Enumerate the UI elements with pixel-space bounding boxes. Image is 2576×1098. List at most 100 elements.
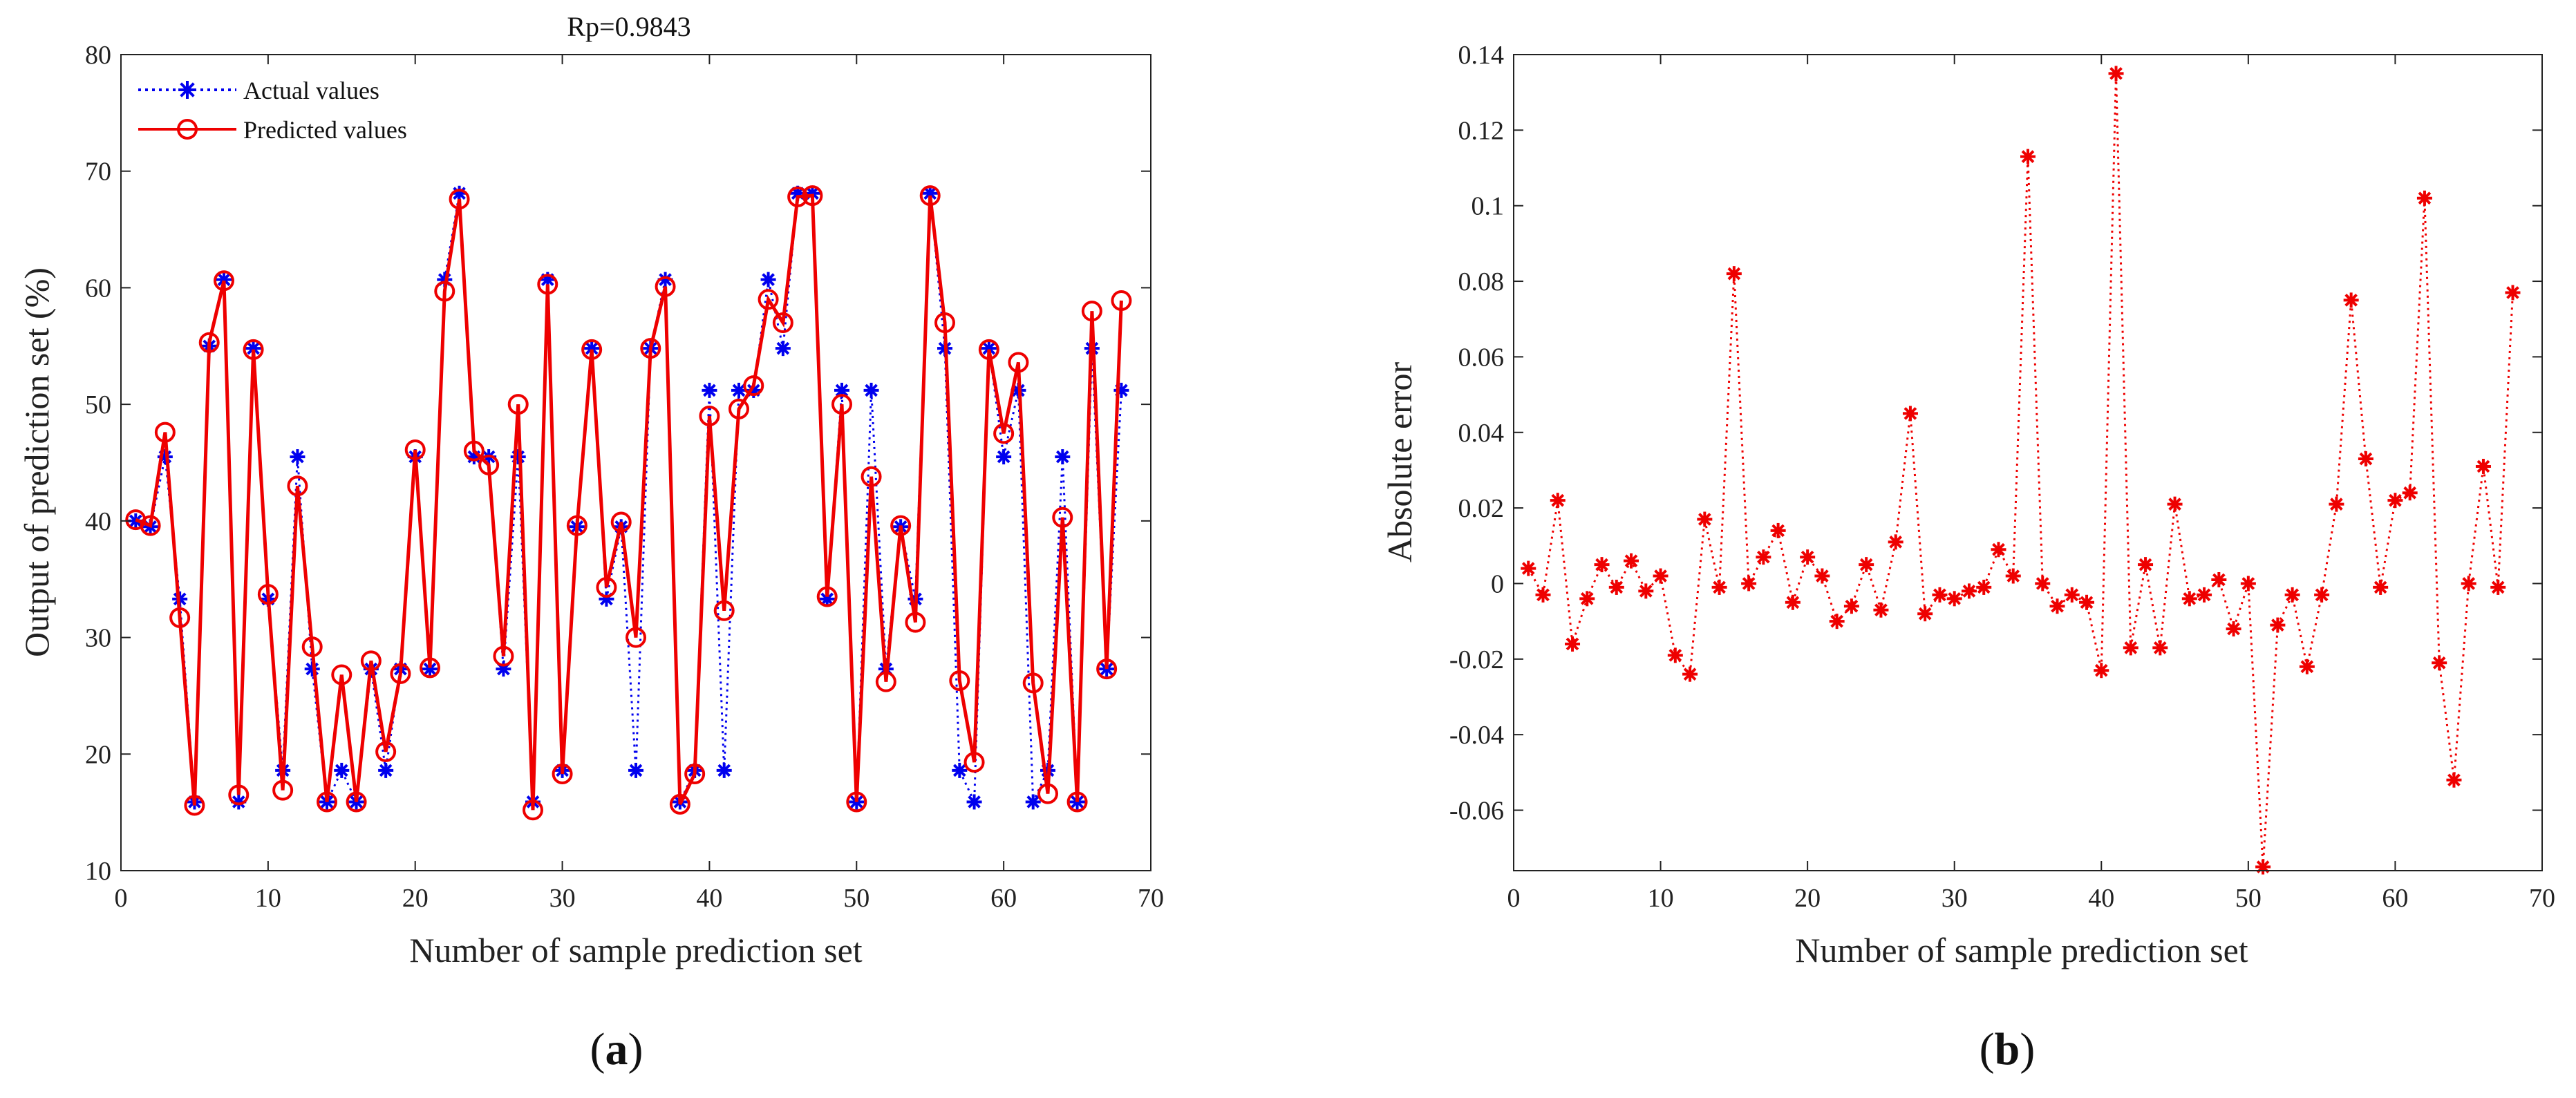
chart-a-predicted-values-point: [214, 270, 234, 292]
chart-a-y-tick-label: 60: [85, 274, 111, 303]
chart-b-absolute-error-point: [2020, 149, 2036, 164]
chart-a-y-axis-label: Output of prediction set (%): [17, 267, 56, 657]
chart-b-absolute-error-point: [1711, 579, 1727, 595]
chart-a-predicted-values-point: [831, 394, 852, 415]
chart-b-absolute-error-point: [1624, 553, 1639, 569]
chart-b-absolute-error-point: [2094, 663, 2109, 679]
chart-a-x-tick-label: 40: [696, 884, 722, 913]
chart-a-predicted-values-point: [1008, 352, 1029, 373]
legend-predicted-marker: [177, 119, 198, 140]
chart-b-ticks: 0 10 20 30 40 50 60 70 -0.06 -0.04 -0.02 0 0.02 0.04 0…: [1449, 41, 2555, 913]
chart-b-absolute-error-point: [2123, 640, 2138, 656]
chart-b-absolute-error-point: [2373, 579, 2389, 595]
chart-a-predicted-values-point: [184, 795, 205, 816]
chart-a-predicted-values-point: [478, 454, 500, 475]
chart-a-predicted-values-point: [154, 422, 176, 443]
chart-a-x-tick-label: 50: [843, 884, 869, 913]
chart-a-x-tick-label: 20: [402, 884, 429, 913]
chart-a-y-tick-label: 10: [85, 857, 111, 886]
chart-b-absolute-error-point: [2314, 587, 2330, 603]
chart-a-predicted-values-point: [846, 791, 867, 813]
chart-a-predicted-values-point: [743, 375, 764, 397]
chart-a-predicted-values-point: [816, 586, 838, 607]
chart-b-x-tick-label: 30: [1942, 884, 1968, 913]
chart-b-x-tick-label: 20: [1794, 884, 1821, 913]
chart-a-predicted-values-point: [243, 339, 264, 360]
chart-b-y-tick-label: -0.06: [1449, 797, 1504, 826]
chart-a-predicted-values-point: [1052, 507, 1073, 528]
chart-a-actual-values-point: [378, 762, 394, 778]
chart-a-predicted-values-point: [449, 189, 470, 210]
chart-b-y-tick-label: 0.04: [1458, 419, 1505, 448]
chart-b-absolute-error-point: [1579, 591, 1595, 607]
chart-b-absolute-error-point: [2461, 576, 2476, 591]
chart-a-predicted-values-point: [655, 276, 676, 297]
chart-a-predicted-values-point: [949, 670, 970, 691]
chart-b-x-tick-label: 40: [2088, 884, 2114, 913]
chart-b-absolute-error-point: [1843, 598, 1859, 614]
chart-a-predicted-values-point: [934, 312, 955, 334]
chart-a-predicted-values-point: [1037, 783, 1058, 804]
chart-b-absolute-error-point: [1594, 557, 1610, 573]
chart-b-absolute-error-point: [2211, 571, 2227, 587]
chart-a-actual-values-point: [216, 272, 232, 287]
chart-a-title: Rp=0.9843: [567, 11, 690, 42]
legend-actual-label: Actual values: [243, 77, 379, 104]
chart-b-absolute-error-point: [2064, 587, 2080, 603]
chart-b-x-tick-label: 10: [1648, 884, 1674, 913]
chart-b-absolute-error-point: [2108, 66, 2124, 82]
chart-a-predicted-values-point: [140, 515, 161, 536]
chart-b-absolute-error-point: [1800, 549, 1816, 565]
chart-a-y-tick-label: 30: [85, 624, 111, 653]
chart-a-predicted-values-point: [993, 423, 1015, 444]
chart-a-y-tick-label: 50: [85, 390, 111, 419]
chart-b-absolute-error-point: [2432, 655, 2447, 671]
chart-a-x-tick-label: 70: [1138, 884, 1164, 913]
chart-b-absolute-error-point: [2329, 496, 2344, 512]
chart-a-predicted-values-point: [890, 515, 912, 536]
chart-b-absolute-error-point: [2197, 587, 2212, 603]
chart-a-predicted-values-point: [684, 763, 706, 784]
chart-b-absolute-error-point: [1976, 579, 1992, 595]
panel-a-letter: a: [605, 1024, 628, 1075]
chart-a-predicted-values-point: [434, 281, 455, 302]
chart-b-y-tick-label: 0.14: [1458, 41, 1505, 70]
chart-b-x-axis-label: Number of sample prediction set: [1795, 931, 2248, 969]
chart-a-actual-values-point: [775, 341, 791, 357]
chart-b-absolute-error-point: [1667, 647, 1683, 663]
chart-a-predicted-values-point: [375, 741, 397, 762]
chart-b-absolute-error-point: [2490, 579, 2506, 595]
chart-a-predicted-values-point: [758, 289, 779, 310]
chart-b-absolute-error-point: [2270, 617, 2286, 633]
chart-b-absolute-error-point: [2226, 621, 2241, 637]
chart-b-absolute-error-point: [2284, 587, 2300, 603]
chart-b-absolute-error-point: [1550, 493, 1566, 509]
chart-b-absolute-error-point: [1932, 587, 1948, 603]
chart-a-y-tick-label: 70: [85, 158, 111, 187]
chart-b-absolute-error-point: [2475, 458, 2491, 474]
chart-a-predicted-values-point: [772, 312, 793, 334]
chart-b-y-tick-label: 0.1: [1472, 192, 1505, 221]
chart-a-axes-box: [120, 54, 1151, 871]
chart-b-y-tick-label: 0.12: [1458, 116, 1505, 145]
chart-b-absolute-error-point: [2152, 640, 2168, 656]
chart-b-absolute-error-point: [1653, 568, 1668, 584]
chart-b-absolute-error-point: [1829, 614, 1845, 630]
chart-a-predicted-values-point: [257, 584, 279, 605]
chart-a-predicted-values-point: [919, 185, 941, 207]
chart-b-y-tick-label: -0.02: [1449, 645, 1504, 674]
chart-a-predicted-values-point: [1096, 659, 1118, 680]
chart-b-y-tick-label: 0.08: [1458, 267, 1505, 296]
chart-a-predicted-values-point: [713, 600, 735, 621]
chart-a-x-tick-label: 10: [255, 884, 281, 913]
chart-b-x-tick-label: 60: [2382, 884, 2408, 913]
chart-a-predicted-values-point: [463, 440, 485, 462]
chart-b-absolute-error-point: [1991, 542, 2006, 558]
chart-b-absolute-error-point: [1565, 636, 1581, 652]
chart-b-absolute-error-point: [1697, 511, 1713, 527]
chart-a-x-axis-label: Number of sample prediction set: [409, 931, 862, 969]
chart-a-predicted-values-point: [728, 398, 749, 419]
chart-a-predicted-values-point: [978, 339, 999, 360]
chart-a-actual-values-point: [981, 341, 997, 357]
